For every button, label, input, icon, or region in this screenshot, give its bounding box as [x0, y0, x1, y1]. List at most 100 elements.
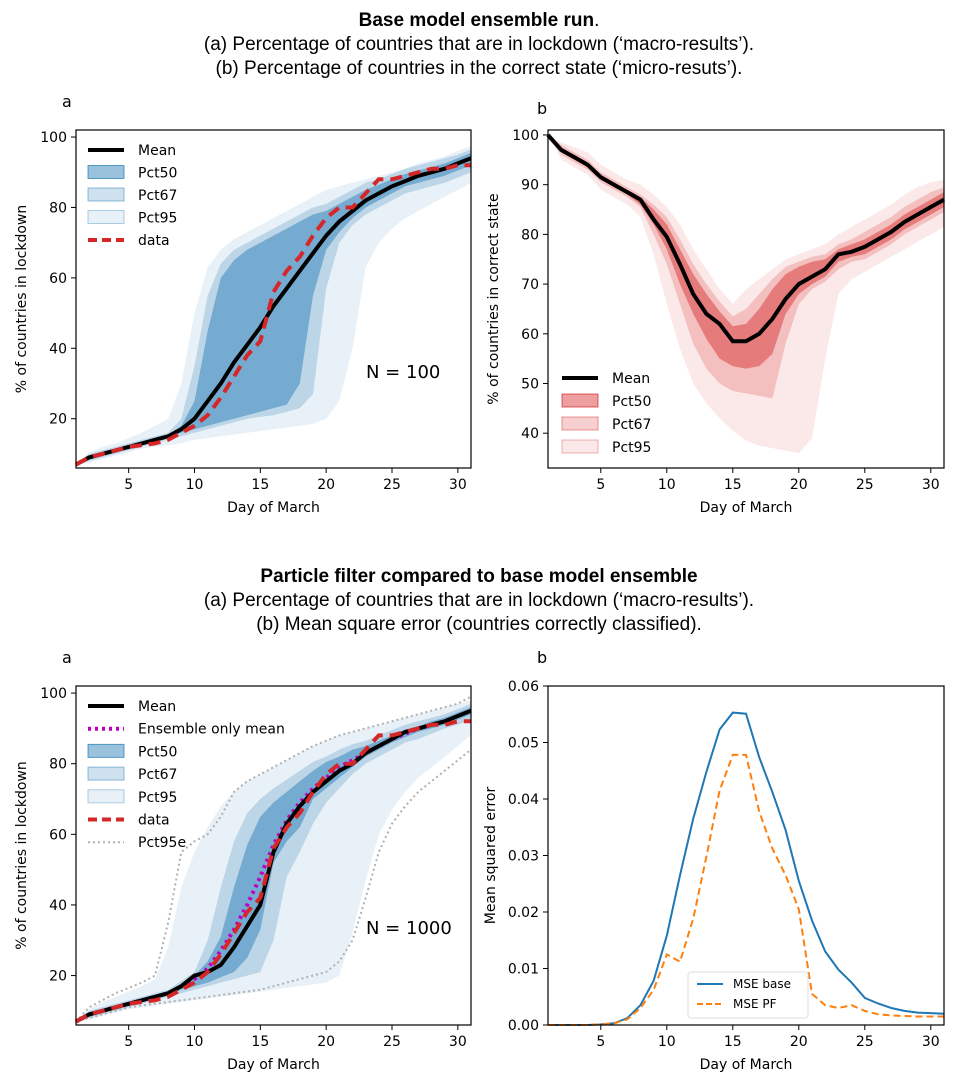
- legend-label: MSE PF: [733, 997, 777, 1011]
- legend-label: data: [138, 813, 170, 829]
- series-mse-pf: [548, 753, 944, 1026]
- x-tick-label: 5: [124, 1034, 133, 1050]
- panel-label: a: [62, 648, 72, 667]
- caption-bottom: Particle filter compared to base model e…: [0, 565, 958, 637]
- caption-top-line-a: (a) Percentage of countries that are in …: [203, 34, 755, 55]
- legend-label: Pct50: [612, 394, 651, 410]
- y-tick-label: 40: [49, 898, 67, 914]
- x-tick-label: 20: [790, 477, 808, 493]
- x-tick-label: 5: [124, 477, 133, 493]
- legend-swatch: [87, 187, 125, 202]
- x-tick-label: 5: [596, 477, 605, 493]
- legend-label: Pct50: [138, 744, 177, 760]
- band-pct67: [548, 135, 944, 399]
- y-tick-label: 60: [521, 327, 539, 343]
- legend-label: MSE base: [733, 977, 791, 991]
- legend-label: Pct67: [138, 188, 177, 204]
- axes-frame: [547, 129, 945, 469]
- legend-label: Mean: [612, 371, 650, 387]
- x-tick-label: 15: [251, 1034, 269, 1050]
- caption-top-title-line: Base model ensemble run.: [0, 9, 958, 33]
- y-tick-label: 100: [40, 130, 67, 146]
- legend-label: Pct67: [138, 767, 177, 783]
- y-tick-label: 50: [521, 377, 539, 393]
- band-pct95: [76, 700, 471, 1022]
- x-tick-label: 10: [658, 1034, 676, 1050]
- series-mean: [546, 133, 945, 344]
- x-axis-label: Day of March: [700, 1057, 793, 1073]
- legend-swatch: [87, 165, 125, 179]
- x-tick-label: 25: [856, 1034, 874, 1050]
- y-tick-label: 0.03: [508, 849, 539, 865]
- x-tick-label: 15: [724, 477, 742, 493]
- x-tick-label: 20: [317, 1034, 335, 1050]
- y-tick-label: 0.04: [508, 792, 539, 808]
- y-axis-label: % of countries in lockdown: [14, 205, 30, 393]
- caption-top: Base model ensemble run. (a) Percentage …: [0, 9, 958, 81]
- chart-top-left: a 5 10 15 20 25 30 20 40 60 80 100 Day of March % of …: [14, 92, 472, 516]
- panel-label: b: [537, 648, 547, 667]
- series-data: [75, 719, 471, 1024]
- y-tick-label: 80: [521, 227, 539, 243]
- chart-bottom-right: b 5 10 15 20 25 30 0.00 0.01 0.02 0.03 0.04 0.05 0.06…: [483, 648, 945, 1073]
- x-tick-label: 30: [449, 1034, 467, 1050]
- y-tick-label: 80: [49, 200, 67, 216]
- x-tick-label: 25: [856, 477, 874, 493]
- x-tick-label: 20: [790, 1034, 808, 1050]
- band-pct50: [548, 135, 944, 369]
- legend-swatch: [87, 766, 125, 781]
- legend-swatch: [87, 743, 125, 758]
- legend-swatch: [87, 789, 125, 804]
- series-mean: [75, 156, 472, 467]
- legend-swatch: [87, 210, 125, 224]
- legend-label: Pct95: [612, 440, 651, 456]
- y-tick-label: 0.06: [508, 679, 539, 695]
- y-tick-label: 0.00: [508, 1018, 539, 1034]
- legend-label: Pct50: [138, 166, 177, 182]
- legend-label: Pct95: [138, 790, 177, 806]
- x-tick-label: 30: [449, 477, 467, 493]
- caption-top-title-end: .: [594, 10, 600, 31]
- y-axis-label: Mean squared error: [483, 787, 499, 925]
- legend-label: Pct95e: [138, 835, 186, 851]
- legend-label: Ensemble only mean: [138, 722, 285, 738]
- x-tick-label: 25: [383, 1034, 401, 1050]
- legend-label: Pct95: [138, 211, 177, 227]
- x-tick-label: 10: [186, 477, 204, 493]
- axes-frame: [75, 129, 472, 469]
- axes-frame: [547, 685, 945, 1026]
- y-tick-label: 100: [512, 128, 539, 144]
- panel-label: b: [537, 99, 547, 118]
- chart-top-right: b 5 10 15 20 25 30 40 50 60 70 80 90 100 Day of March%…: [486, 99, 945, 516]
- x-axis-label: Day of March: [227, 1057, 320, 1073]
- x-tick-label: 5: [596, 1034, 605, 1050]
- chart-bottom-left: a 5 10 15 20 25 30 20 40 60 80 100 Day of March % of …: [14, 648, 472, 1073]
- y-tick-label: 70: [521, 277, 539, 293]
- x-axis-label: Day of March: [227, 500, 320, 516]
- annotation-n: N = 1000: [366, 918, 452, 939]
- y-axis-label: % of countries in lockdown: [14, 761, 30, 949]
- y-tick-label: 60: [49, 271, 67, 287]
- y-tick-label: 0.01: [508, 962, 539, 978]
- y-axis-label: % of countries in correct state: [486, 193, 502, 404]
- y-tick-label: 80: [49, 757, 67, 773]
- panel-label: a: [62, 92, 72, 111]
- x-tick-label: 15: [724, 1034, 742, 1050]
- y-tick-label: 0.05: [508, 736, 539, 752]
- legend-label: Pct67: [612, 417, 651, 433]
- x-tick-label: 10: [186, 1034, 204, 1050]
- caption-top-line-b: (b) Percentage of countries in the corre…: [215, 58, 743, 79]
- x-tick-label: 20: [317, 477, 335, 493]
- y-tick-label: 40: [521, 426, 539, 442]
- caption-bottom-line-b: (b) Mean square error (countries correct…: [256, 614, 702, 635]
- caption-top-title: Base model ensemble run: [358, 10, 595, 31]
- x-axis-label: Day of March: [700, 500, 793, 516]
- legend-swatch: [561, 439, 599, 454]
- legend-label: Mean: [138, 143, 176, 159]
- x-tick-label: 25: [383, 477, 401, 493]
- legend-label: data: [138, 233, 170, 249]
- legend-swatch: [561, 416, 599, 431]
- y-tick-label: 90: [521, 178, 539, 194]
- x-tick-label: 15: [251, 477, 269, 493]
